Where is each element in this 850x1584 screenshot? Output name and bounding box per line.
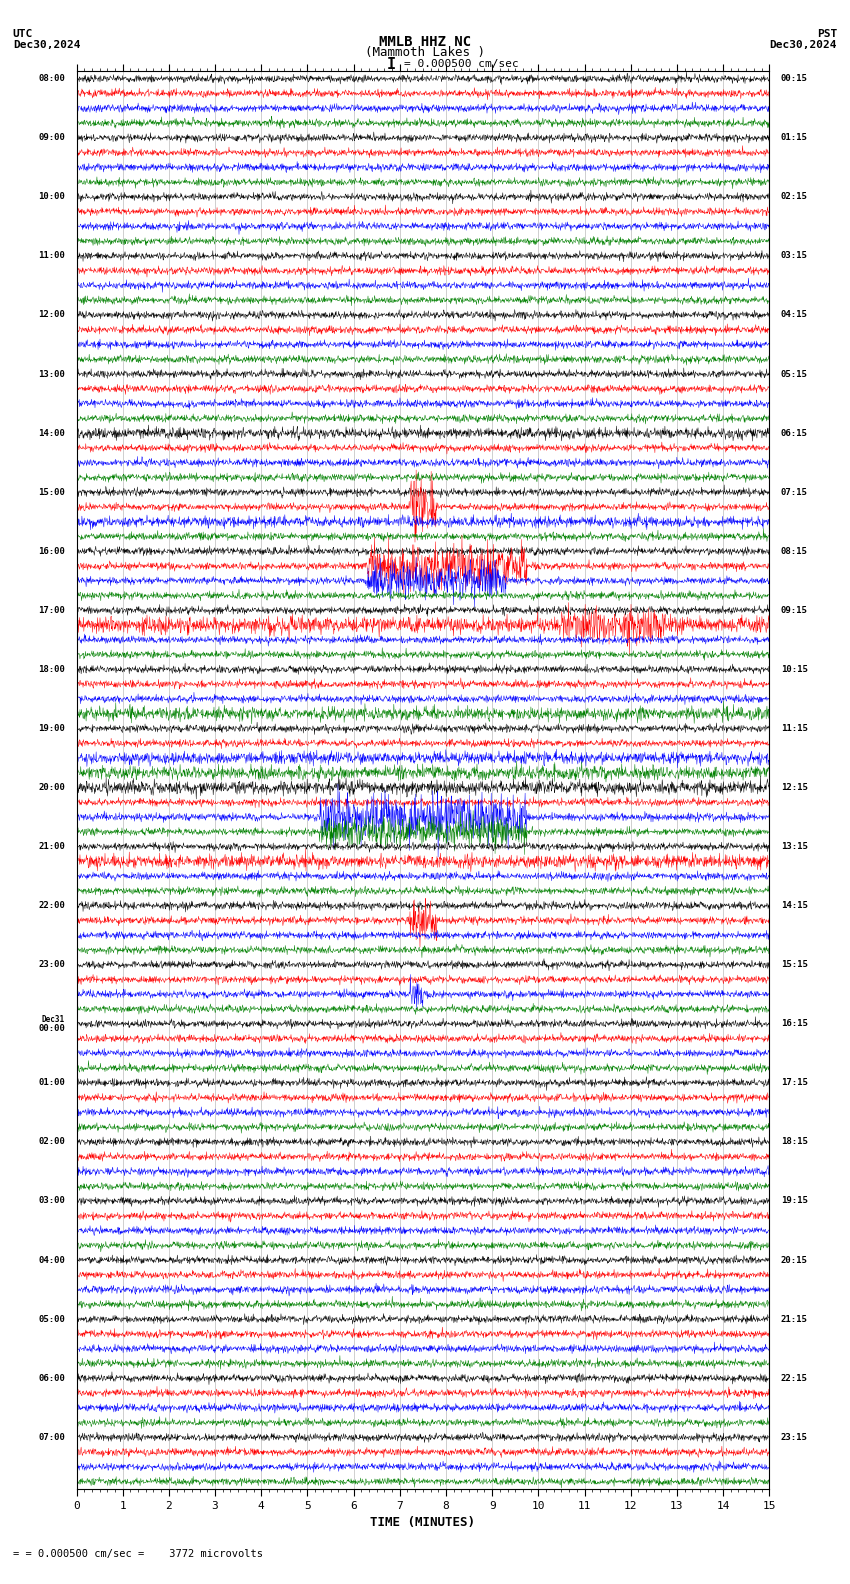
Text: 23:00: 23:00 [38, 960, 65, 969]
Text: Dec31: Dec31 [42, 1015, 65, 1023]
Text: Dec30,2024: Dec30,2024 [13, 40, 80, 49]
Text: 22:15: 22:15 [781, 1373, 807, 1383]
Text: 12:00: 12:00 [38, 310, 65, 320]
Text: 09:15: 09:15 [781, 605, 807, 615]
Text: 01:15: 01:15 [781, 133, 807, 143]
Text: 02:15: 02:15 [781, 192, 807, 201]
Text: 09:00: 09:00 [38, 133, 65, 143]
Text: 10:00: 10:00 [38, 192, 65, 201]
Text: 08:00: 08:00 [38, 74, 65, 84]
X-axis label: TIME (MINUTES): TIME (MINUTES) [371, 1516, 475, 1529]
Text: 00:00: 00:00 [38, 1023, 65, 1033]
Text: 13:15: 13:15 [781, 843, 807, 851]
Text: 03:00: 03:00 [38, 1196, 65, 1205]
Text: PST: PST [817, 29, 837, 38]
Text: 10:15: 10:15 [781, 665, 807, 673]
Text: 06:15: 06:15 [781, 429, 807, 437]
Text: 04:15: 04:15 [781, 310, 807, 320]
Text: 19:15: 19:15 [781, 1196, 807, 1205]
Text: 20:15: 20:15 [781, 1256, 807, 1264]
Text: 03:15: 03:15 [781, 252, 807, 260]
Text: = 0.000500 cm/sec: = 0.000500 cm/sec [404, 59, 518, 68]
Text: MMLB HHZ NC: MMLB HHZ NC [379, 35, 471, 49]
Text: 00:15: 00:15 [781, 74, 807, 84]
Text: Dec30,2024: Dec30,2024 [770, 40, 837, 49]
Text: = = 0.000500 cm/sec =    3772 microvolts: = = 0.000500 cm/sec = 3772 microvolts [13, 1549, 263, 1559]
Text: 04:00: 04:00 [38, 1256, 65, 1264]
Text: 01:00: 01:00 [38, 1079, 65, 1087]
Text: 14:00: 14:00 [38, 429, 65, 437]
Text: 16:00: 16:00 [38, 546, 65, 556]
Text: 16:15: 16:15 [781, 1019, 807, 1028]
Text: 18:15: 18:15 [781, 1137, 807, 1147]
Text: 05:00: 05:00 [38, 1315, 65, 1324]
Text: 11:15: 11:15 [781, 724, 807, 733]
Text: 15:00: 15:00 [38, 488, 65, 497]
Text: 11:00: 11:00 [38, 252, 65, 260]
Text: UTC: UTC [13, 29, 33, 38]
Text: 17:00: 17:00 [38, 605, 65, 615]
Text: 14:15: 14:15 [781, 901, 807, 911]
Text: 19:00: 19:00 [38, 724, 65, 733]
Text: 05:15: 05:15 [781, 369, 807, 379]
Text: 17:15: 17:15 [781, 1079, 807, 1087]
Text: 02:00: 02:00 [38, 1137, 65, 1147]
Text: 23:15: 23:15 [781, 1434, 807, 1441]
Text: 18:00: 18:00 [38, 665, 65, 673]
Text: 15:15: 15:15 [781, 960, 807, 969]
Text: I: I [387, 57, 395, 71]
Text: 07:00: 07:00 [38, 1434, 65, 1441]
Text: 22:00: 22:00 [38, 901, 65, 911]
Text: 13:00: 13:00 [38, 369, 65, 379]
Text: 08:15: 08:15 [781, 546, 807, 556]
Text: 12:15: 12:15 [781, 782, 807, 792]
Text: (Mammoth Lakes ): (Mammoth Lakes ) [365, 46, 485, 59]
Text: 20:00: 20:00 [38, 782, 65, 792]
Text: 21:15: 21:15 [781, 1315, 807, 1324]
Text: 07:15: 07:15 [781, 488, 807, 497]
Text: 06:00: 06:00 [38, 1373, 65, 1383]
Text: 21:00: 21:00 [38, 843, 65, 851]
